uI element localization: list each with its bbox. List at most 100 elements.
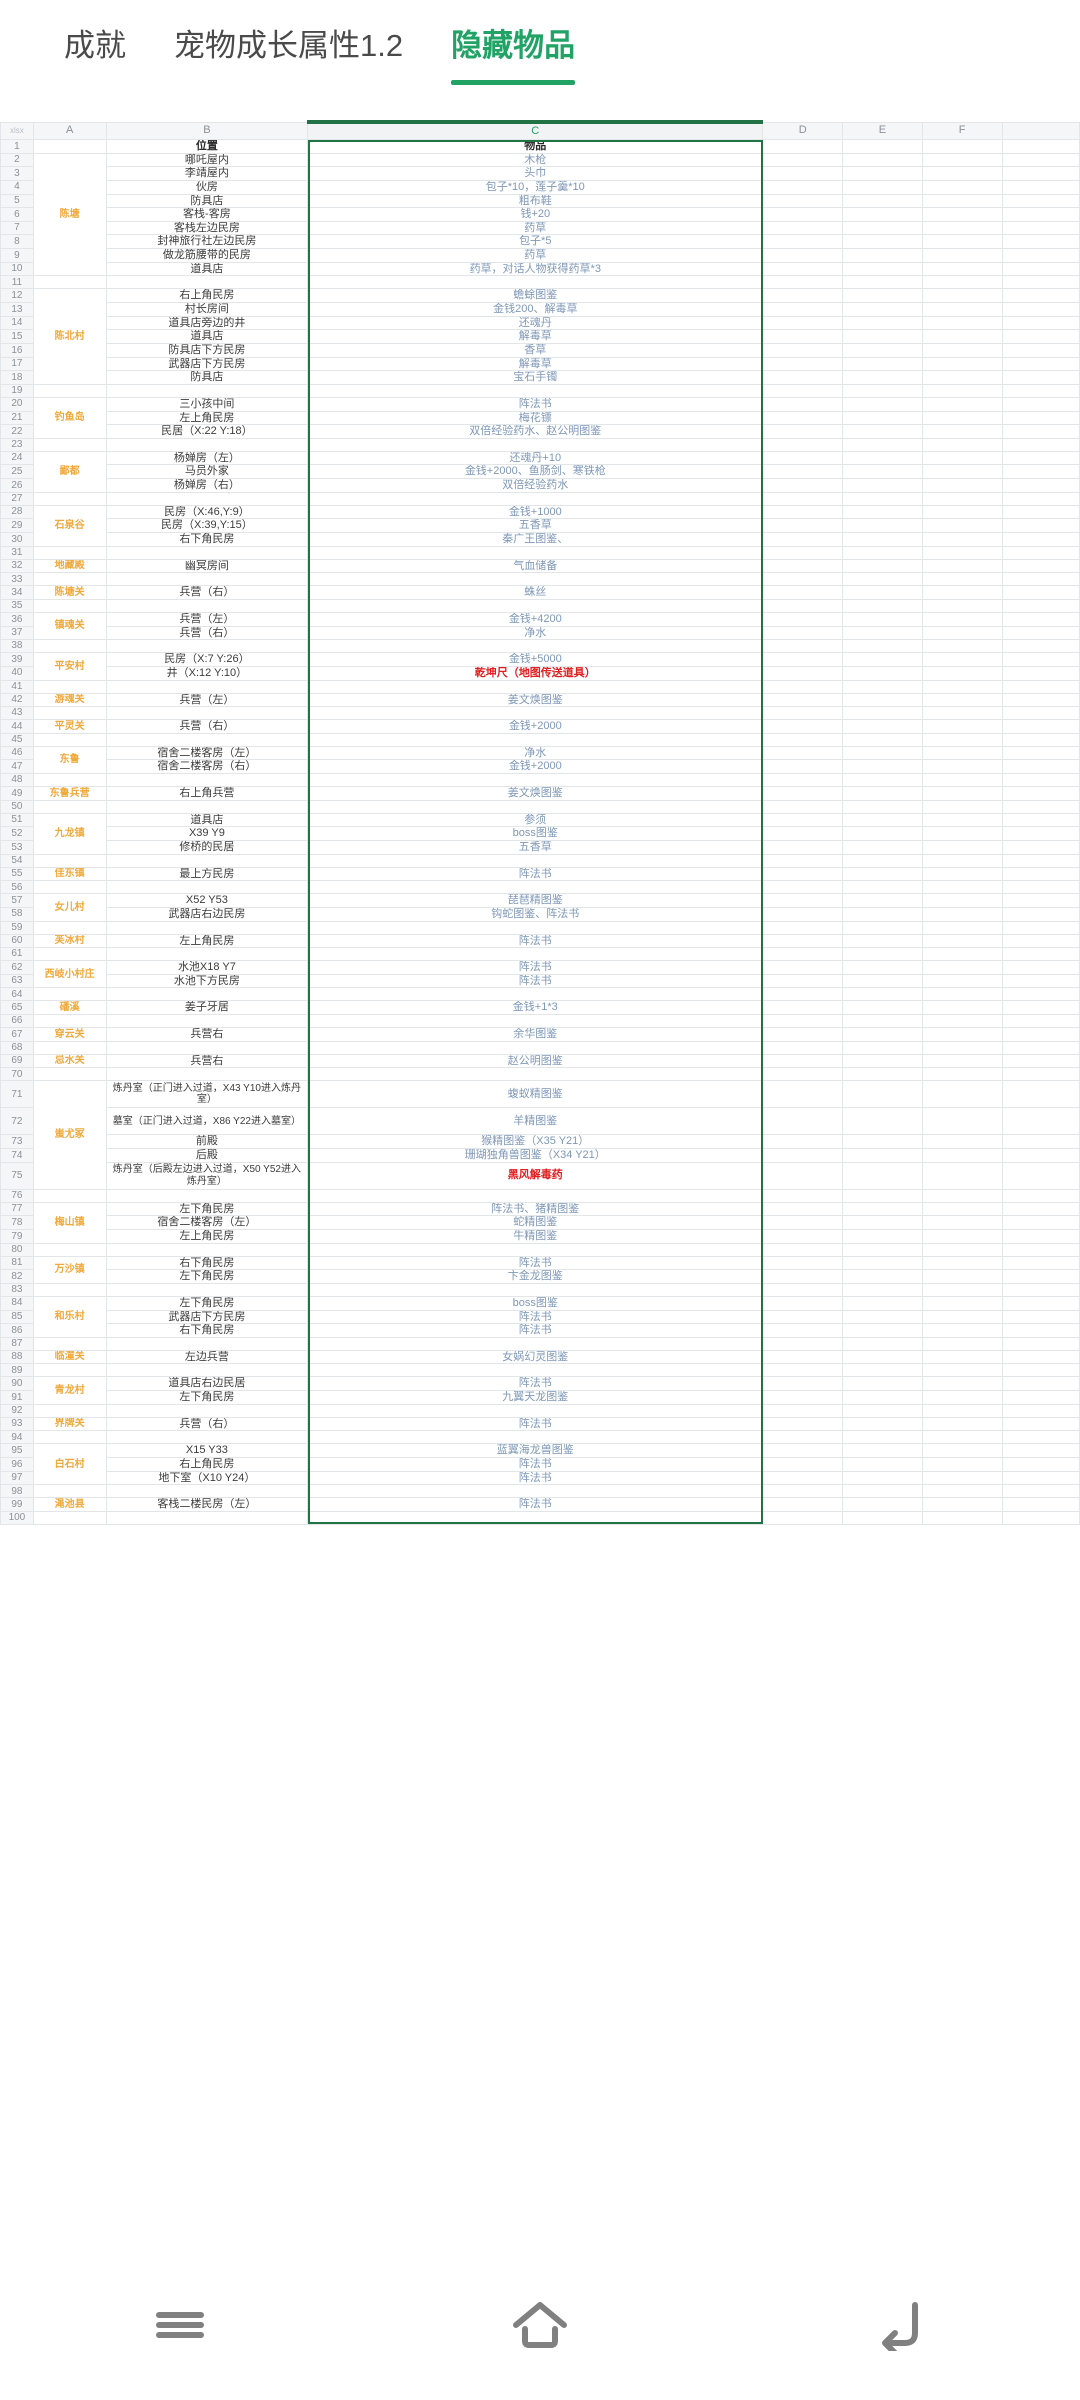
column-header-a[interactable]: A (32, 121, 107, 140)
cell-f[interactable] (921, 1430, 1003, 1445)
cell-d[interactable] (762, 732, 844, 747)
cell-area[interactable] (32, 920, 107, 935)
row-header[interactable]: 31 (0, 545, 34, 560)
cell-location[interactable] (105, 706, 309, 721)
row-header[interactable]: 37 (0, 625, 34, 641)
cell-g[interactable] (1001, 532, 1080, 547)
cell-d[interactable] (762, 826, 844, 841)
row-header[interactable]: 3 (0, 166, 34, 181)
cell-area[interactable]: 梅山镇 (32, 1201, 107, 1244)
cell-d[interactable] (762, 329, 844, 344)
cell-area[interactable]: 九龙镇 (32, 812, 107, 855)
cell-f[interactable] (921, 410, 1003, 426)
cell-location[interactable]: 右上角民房 (105, 1457, 309, 1472)
table-row[interactable]: 64 (0, 987, 1080, 1002)
cell-location[interactable]: 哪吒屋内 (105, 152, 309, 168)
cell-d[interactable] (762, 1430, 844, 1445)
cell-f[interactable] (921, 1040, 1003, 1055)
cell-e[interactable] (842, 1228, 923, 1244)
cell-e[interactable] (842, 1376, 923, 1392)
cell-d[interactable] (762, 464, 844, 480)
cell-area[interactable]: 白石村 (32, 1443, 107, 1486)
cell-f[interactable] (921, 1295, 1003, 1311)
cell-g[interactable] (1001, 396, 1080, 412)
table-row[interactable]: 15 道具店 解毒草 (0, 329, 1080, 344)
cell-e[interactable] (842, 518, 923, 534)
cell-g[interactable] (1001, 987, 1080, 1002)
table-row[interactable]: 69 忌水关 兵营右 赵公明图鉴 (0, 1053, 1080, 1069)
cell-f[interactable] (921, 759, 1003, 775)
table-row[interactable]: 40 井（X:12 Y:10） 乾坤尺（地图传送道具） (0, 665, 1080, 681)
cell-f[interactable] (921, 166, 1003, 181)
table-row[interactable]: 55 佳东镇 最上方民房 阵法书 (0, 866, 1080, 882)
cell-d[interactable] (762, 773, 844, 788)
cell-e[interactable] (842, 1430, 923, 1445)
cell-location[interactable]: 井（X:12 Y:10） (105, 665, 309, 681)
cell-d[interactable] (762, 598, 844, 613)
cell-location[interactable]: 封神旅行社左边民房 (105, 234, 309, 250)
row-header[interactable]: 39 (0, 652, 34, 667)
cell-item[interactable]: boss图鉴 (307, 826, 764, 841)
cell-item[interactable] (307, 1067, 764, 1082)
table-row[interactable]: 62 西岐小村庄 水池X18 Y7 阵法书 (0, 960, 1080, 989)
table-row[interactable]: 92 (0, 1403, 1080, 1418)
cell-location[interactable]: 宿舍二楼客房（右） (105, 759, 309, 775)
cell-f[interactable] (921, 933, 1003, 949)
cell-e[interactable] (842, 706, 923, 721)
cell-g[interactable] (1001, 370, 1080, 385)
cell-location[interactable]: 兵营（左） (105, 611, 309, 627)
cell-g[interactable] (1001, 973, 1080, 989)
cell-e[interactable] (842, 1510, 923, 1525)
cell-area[interactable] (32, 773, 107, 788)
cell-g[interactable] (1001, 1470, 1080, 1486)
cell-item[interactable] (307, 1510, 764, 1525)
table-row[interactable]: 100 (0, 1510, 1080, 1525)
row-header[interactable]: 22 (0, 424, 34, 439)
cell-location[interactable]: 最上方民房 (105, 866, 309, 882)
table-row[interactable]: 89 (0, 1363, 1080, 1378)
cell-e[interactable] (842, 866, 923, 882)
cell-g[interactable] (1001, 1215, 1080, 1230)
cell-area[interactable]: 临潼关 (32, 1349, 107, 1365)
cell-e[interactable] (842, 1323, 923, 1338)
cell-g[interactable] (1001, 853, 1080, 868)
cell-area[interactable] (32, 383, 107, 398)
cell-g[interactable] (1001, 1403, 1080, 1418)
cell-item[interactable]: 阵法书 (307, 1323, 764, 1338)
cell-f[interactable] (921, 1000, 1003, 1016)
table-row[interactable]: 94 (0, 1430, 1080, 1445)
cell-f[interactable] (921, 893, 1003, 908)
cell-d[interactable] (762, 866, 844, 882)
table-row[interactable]: 26 杨婵房（右） 双倍经验药水 (0, 478, 1080, 493)
cell-e[interactable] (842, 826, 923, 841)
cell-location[interactable] (105, 1484, 309, 1499)
cell-area[interactable]: 陈北村 (32, 288, 107, 385)
table-row[interactable]: 13 村长房间 金钱200、解毒草 (0, 302, 1080, 317)
cell-f[interactable] (921, 1188, 1003, 1203)
cell-d[interactable] (762, 987, 844, 1002)
table-row[interactable]: 67 穿云关 兵营右 余华图鉴 (0, 1027, 1080, 1042)
cell-g[interactable] (1001, 1497, 1080, 1512)
cell-g[interactable] (1001, 893, 1080, 908)
cell-item[interactable]: 蝮蚁精图鉴 (307, 1080, 764, 1109)
cell-g[interactable] (1001, 679, 1080, 694)
table-row[interactable]: 58 武器店右边民房 钩蛇图鉴、阵法书 (0, 906, 1080, 922)
cell-d[interactable] (762, 799, 844, 814)
cell-g[interactable] (1001, 732, 1080, 747)
table-row[interactable]: 96 右上角民房 阵法书 (0, 1457, 1080, 1472)
cell-d[interactable] (762, 139, 844, 154)
cell-f[interactable] (921, 152, 1003, 168)
table-row[interactable]: 41 (0, 679, 1080, 694)
cell-f[interactable] (921, 261, 1003, 277)
row-header[interactable]: 97 (0, 1470, 34, 1486)
cell-location[interactable]: 前殿 (105, 1134, 309, 1150)
cell-e[interactable] (842, 987, 923, 1002)
row-header[interactable]: 93 (0, 1416, 34, 1432)
cell-item[interactable]: 钩蛇图鉴、阵法书 (307, 906, 764, 922)
cell-f[interactable] (921, 437, 1003, 452)
cell-f[interactable] (921, 1215, 1003, 1230)
cell-item[interactable]: 阵法书 (307, 1416, 764, 1432)
row-header[interactable]: 2 (0, 152, 34, 168)
cell-item[interactable]: 粗布鞋 (307, 193, 764, 209)
cell-f[interactable] (921, 179, 1003, 195)
